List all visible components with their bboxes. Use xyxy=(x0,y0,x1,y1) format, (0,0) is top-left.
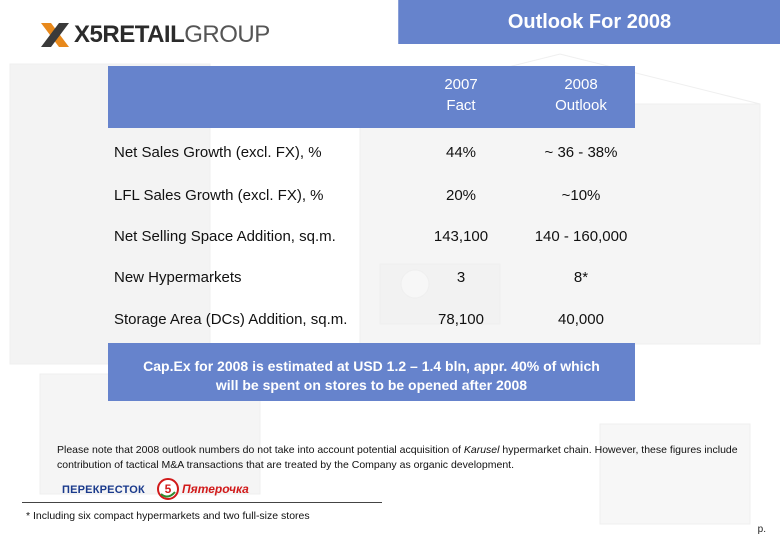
column-header-line: 2008 xyxy=(564,76,598,93)
cell-2007-fact: 20% xyxy=(445,187,477,204)
perekrestok-logo: ПЕРЕКРЕСТОК xyxy=(62,484,145,496)
pyaterochka-number: 5 xyxy=(165,482,172,496)
cell-2007-fact: 143,100 xyxy=(433,228,489,245)
footnote: * Including six compact hypermarkets and… xyxy=(26,510,310,522)
note-karusel-text: Karusel xyxy=(463,444,500,456)
cell-2007-fact: 44% xyxy=(445,144,477,161)
page-number: p. xyxy=(757,524,766,535)
cell-2007-fact: 78,100 xyxy=(438,311,484,328)
table-header-band xyxy=(108,66,635,128)
column-header-line: Fact xyxy=(446,97,476,114)
capex-callout: Cap.Ex for 2008 is estimated at USD 1.2 … xyxy=(108,343,635,401)
cell-2008-outlook: ~ 36 - 38% xyxy=(544,144,618,161)
column-header-2008-outlook: 2008 Outlook xyxy=(531,74,631,116)
logo-group-text: GROUP xyxy=(184,21,270,48)
cell-2007-fact: 3 xyxy=(456,269,466,286)
note-text: Please note that 2008 outlook numbers do… xyxy=(57,444,464,456)
cell-2008-outlook: 40,000 xyxy=(558,311,604,328)
row-label: Storage Area (DCs) Addition, sq.m. xyxy=(114,311,348,328)
logo-wordmark: X5RETAILGROUP xyxy=(74,20,270,50)
cell-2008-outlook: ~10% xyxy=(561,187,601,204)
cell-2008-outlook: 140 - 160,000 xyxy=(534,228,628,245)
capex-line: Cap.Ex for 2008 is estimated at USD 1.2 … xyxy=(143,358,600,374)
slide-title-banner: Outlook For 2008 xyxy=(398,0,780,44)
pyaterochka-mark-icon: 5 xyxy=(157,478,179,500)
row-label: LFL Sales Growth (excl. FX), % xyxy=(114,187,324,204)
column-header-line: Outlook xyxy=(555,97,607,114)
x5-logo-mark-icon xyxy=(41,23,69,47)
logo-x5-text: X5 xyxy=(74,21,103,48)
perekrestok-logo-text: ПЕРЕКРЕСТОК xyxy=(62,484,145,496)
row-label: Net Sales Growth (excl. FX), % xyxy=(114,144,322,161)
disclaimer-note: Please note that 2008 outlook numbers do… xyxy=(57,443,747,473)
note-text: hypermarket chain. However, these figure… xyxy=(57,444,738,471)
cell-2008-outlook: 8* xyxy=(573,269,589,286)
footnote-divider xyxy=(22,502,382,503)
capex-line: will be spent on stores to be opened aft… xyxy=(215,377,528,393)
logo-retail-text: RETAIL xyxy=(102,21,185,48)
pyaterochka-logo: 5 Пятерочка xyxy=(157,478,249,500)
slide-title: Outlook For 2008 xyxy=(507,10,672,33)
pyaterochka-logo-text: Пятерочка xyxy=(182,482,249,496)
row-label: New Hypermarkets xyxy=(114,269,242,286)
row-label: Net Selling Space Addition, sq.m. xyxy=(114,228,336,245)
column-header-2007-fact: 2007 Fact xyxy=(411,74,511,116)
x5-retail-group-logo: X5RETAILGROUP xyxy=(38,20,270,50)
column-header-line: 2007 xyxy=(444,76,478,93)
